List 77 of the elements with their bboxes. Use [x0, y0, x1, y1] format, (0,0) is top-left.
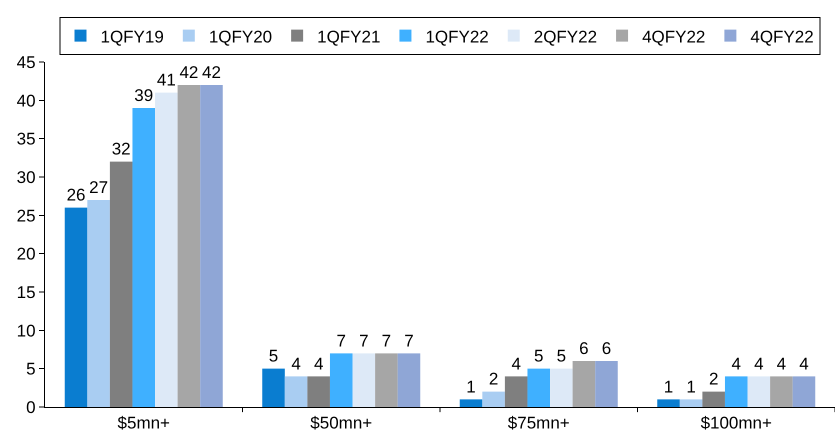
bar	[572, 361, 596, 407]
bar	[527, 368, 550, 407]
y-tick-label: 30	[16, 168, 36, 187]
data-label: 4	[776, 354, 786, 374]
data-label: 5	[268, 346, 278, 366]
data-label: 41	[156, 70, 176, 90]
data-label: 6	[602, 339, 612, 358]
y-tick-label: 0	[26, 398, 36, 417]
data-label: 42	[179, 63, 198, 82]
data-label: 1	[664, 377, 674, 396]
bar	[352, 353, 376, 407]
bar	[595, 361, 618, 407]
bar	[132, 108, 156, 407]
bar	[284, 376, 308, 407]
y-tick-label: 20	[16, 244, 36, 264]
data-label: 26	[66, 186, 86, 205]
bar	[702, 392, 725, 407]
data-label: 7	[382, 331, 392, 350]
y-tick-label: 5	[26, 360, 36, 379]
legend-label: 4QFY22	[642, 27, 706, 46]
y-tick-label: 40	[16, 91, 36, 110]
y-tick-label: 15	[16, 282, 36, 302]
data-label: 4	[799, 354, 809, 374]
y-tick-label: 10	[16, 321, 36, 340]
bar	[307, 376, 330, 407]
data-label: 2	[488, 370, 498, 389]
legend-label: 2QFY22	[534, 27, 598, 46]
bar	[262, 368, 285, 407]
bar	[200, 85, 223, 407]
bar	[550, 368, 573, 407]
x-tick-label: $100mn+	[700, 413, 772, 432]
data-label: 27	[89, 178, 108, 197]
bar	[178, 85, 200, 407]
bar	[155, 92, 178, 407]
x-tick-label: $5mn+	[118, 413, 170, 432]
legend-label: 4QFY22	[750, 27, 814, 46]
y-tick-label: 25	[16, 206, 36, 226]
bar	[87, 200, 110, 407]
bar	[792, 376, 816, 407]
data-label: 39	[134, 86, 154, 105]
bar	[110, 162, 132, 407]
y-tick-label: 35	[16, 130, 36, 149]
data-label: 42	[202, 63, 221, 82]
data-label: 2	[708, 370, 718, 389]
data-label: 7	[404, 331, 414, 350]
x-tick-label: $50mn+	[310, 413, 372, 432]
data-label: 1	[466, 377, 476, 396]
bar	[770, 376, 793, 407]
data-label: 4	[754, 354, 764, 374]
data-label: 7	[336, 331, 346, 350]
bar	[375, 353, 398, 407]
legend-label: 1QFY19	[100, 27, 164, 46]
bar	[330, 353, 353, 407]
data-label: 5	[534, 346, 544, 366]
bar	[724, 376, 748, 407]
bar	[680, 399, 702, 407]
data-label: 5	[556, 346, 566, 366]
data-label: 4	[732, 354, 741, 374]
x-tick-label: $75mn+	[508, 413, 570, 432]
bar	[398, 353, 420, 407]
legend-label: 1QFY21	[317, 27, 380, 46]
bar	[504, 376, 528, 407]
bar	[64, 208, 88, 407]
data-label: 7	[359, 331, 369, 350]
data-label: 32	[112, 140, 131, 159]
data-label: 1	[686, 377, 696, 396]
legend-label: 1QFY20	[208, 27, 272, 46]
bar	[748, 376, 770, 407]
bar	[657, 399, 680, 407]
bar	[482, 392, 505, 407]
y-tick-label: 45	[16, 52, 36, 72]
data-label: 4	[291, 354, 301, 374]
data-label: 4	[314, 354, 324, 374]
data-label: 4	[511, 354, 521, 374]
bar	[460, 399, 482, 407]
legend-label: 1QFY22	[425, 27, 489, 46]
data-label: 6	[579, 339, 589, 358]
